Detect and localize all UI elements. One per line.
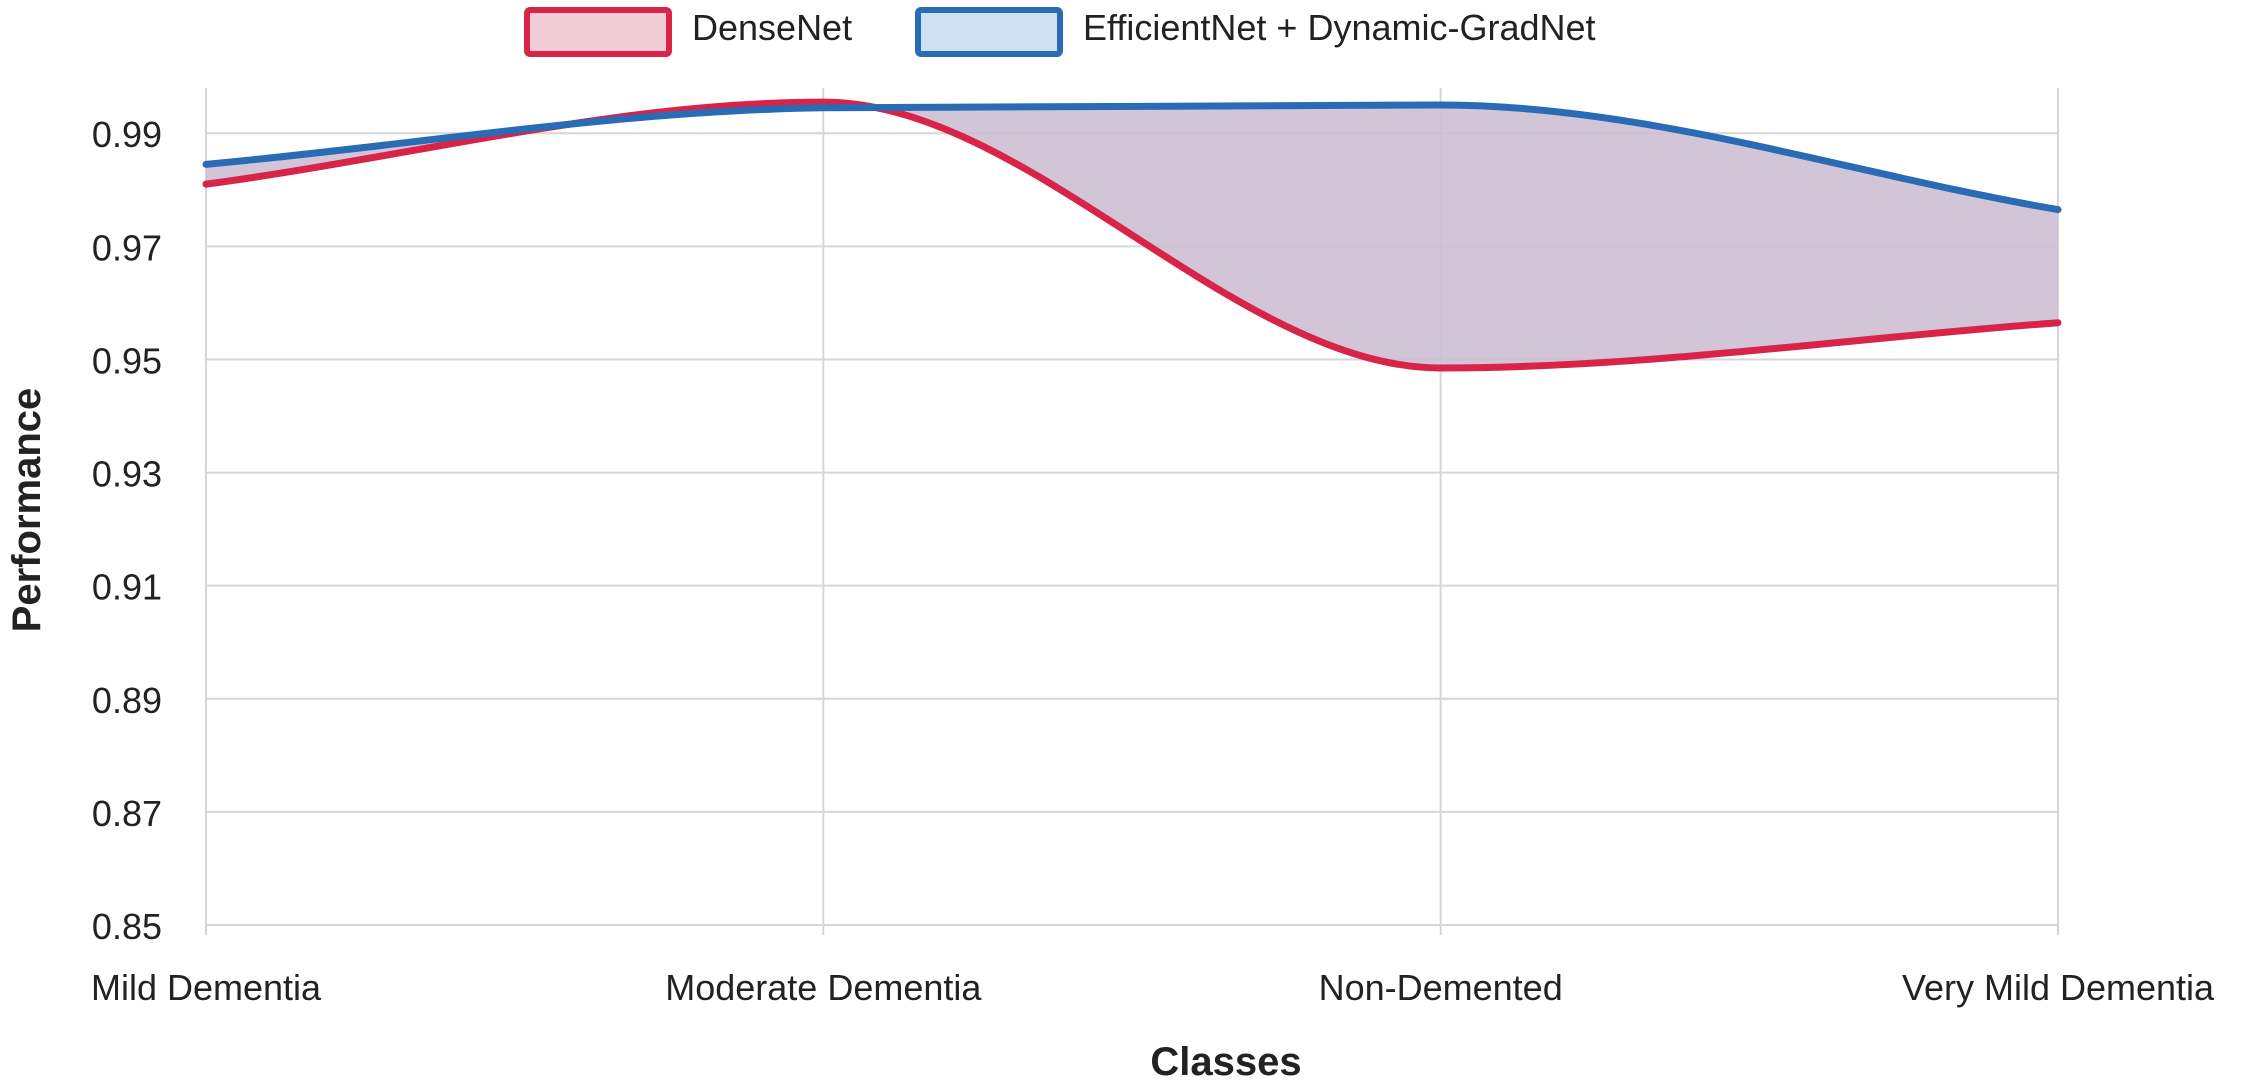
y-tick-label: 0.97 xyxy=(92,227,162,268)
y-tick-label: 0.91 xyxy=(92,567,162,608)
x-tick-label: Moderate Dementia xyxy=(665,967,982,1008)
tick-layer: 0.99 0.97 0.95 0.93 0.91 0.89 0.87 0.85 Mild Dem… xyxy=(91,114,2215,1008)
y-tick-label: 0.93 xyxy=(92,454,162,495)
y-tick-label: 0.99 xyxy=(92,114,162,155)
legend-item-densenet[interactable]: DenseNet xyxy=(524,7,852,57)
x-axis-title: Classes xyxy=(1150,1040,1301,1084)
legend-item-efficientnet-dynamic-gradnet[interactable]: EfficientNet + Dynamic-GradNet xyxy=(915,7,1596,57)
x-tick-label: Mild Dementia xyxy=(91,967,322,1008)
legend-swatch xyxy=(915,7,1063,57)
legend[interactable]: DenseNet EfficientNet + Dynamic-GradNet xyxy=(524,7,1596,57)
x-tick-label: Non-Demented xyxy=(1319,967,1563,1008)
y-tick-label: 0.95 xyxy=(92,340,162,381)
x-tick-label: Very Mild Dementia xyxy=(1902,967,2215,1008)
y-axis-title: Performance xyxy=(5,388,49,633)
legend-label: EfficientNet + Dynamic-GradNet xyxy=(1083,7,1596,48)
legend-label: DenseNet xyxy=(692,7,852,48)
legend-swatch xyxy=(524,7,672,57)
y-tick-label: 0.87 xyxy=(92,793,162,834)
y-tick-label: 0.85 xyxy=(92,906,162,947)
efficientnet-dynamic-gradnet-line xyxy=(202,101,2062,214)
y-tick-label: 0.89 xyxy=(92,680,162,721)
line-layer xyxy=(202,98,2062,372)
